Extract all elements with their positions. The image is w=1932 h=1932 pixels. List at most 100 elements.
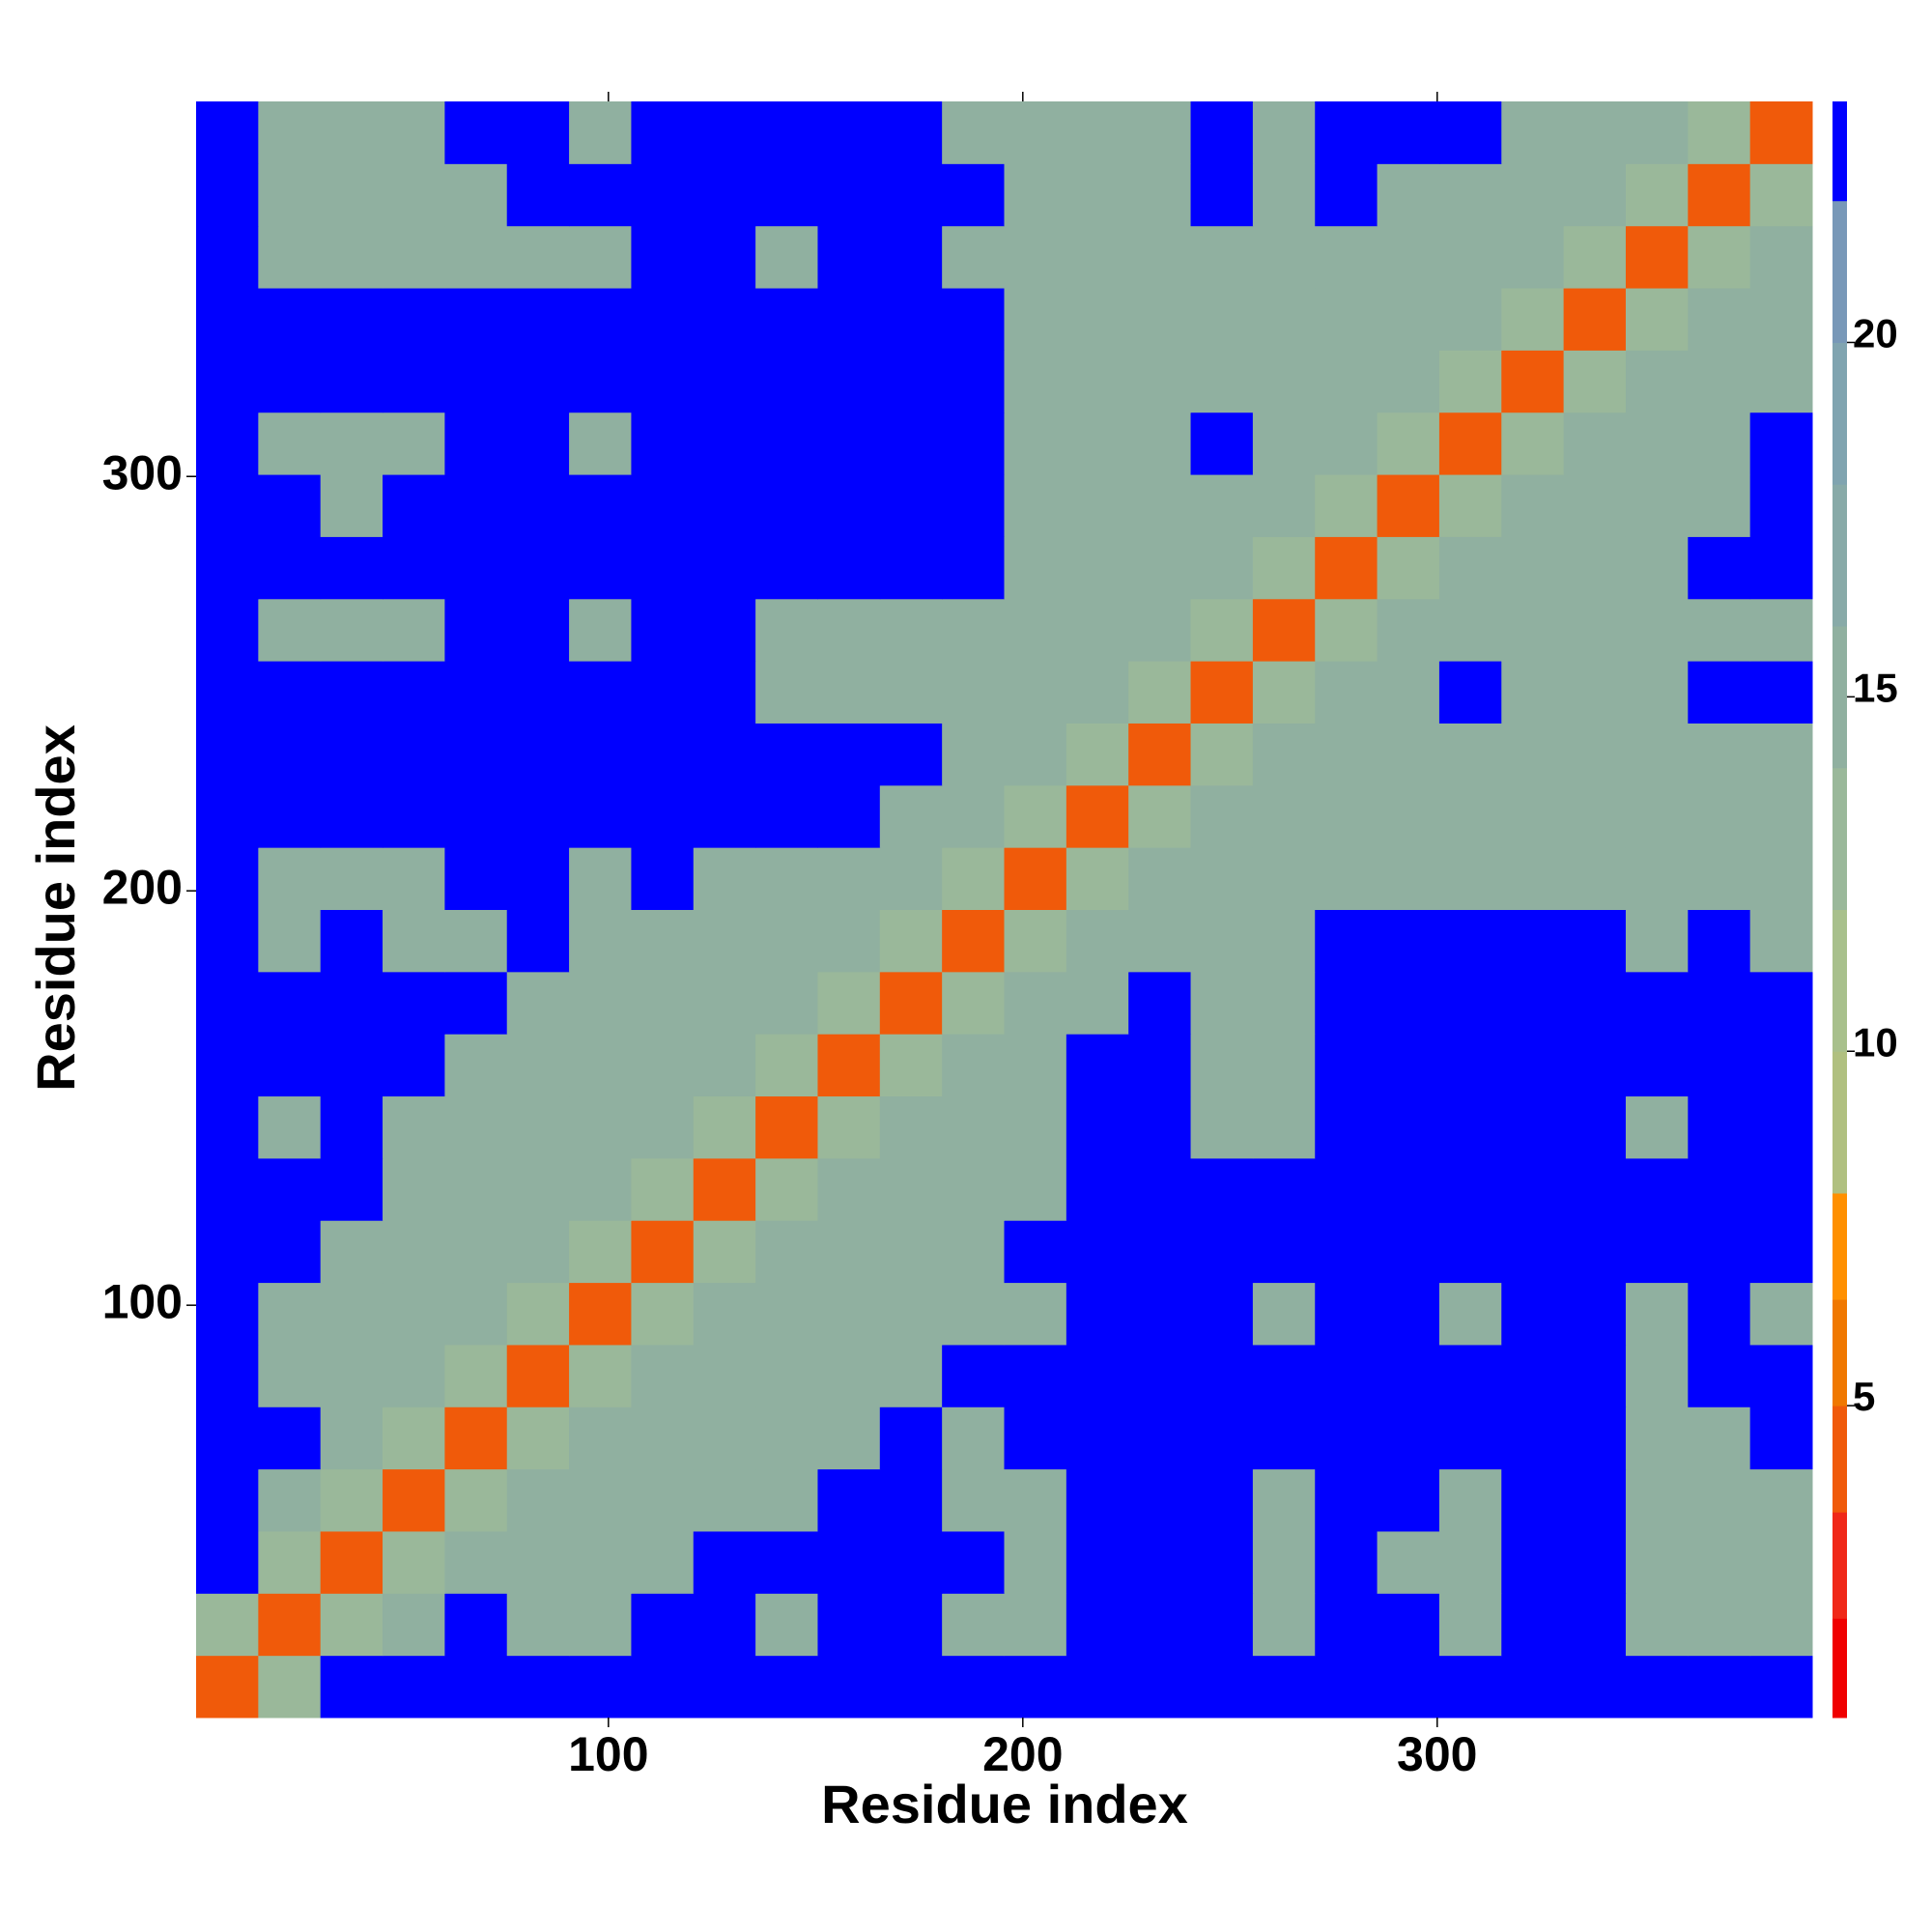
heat-cell	[942, 723, 1005, 786]
heat-cell	[631, 288, 695, 351]
heat-cell	[631, 1034, 695, 1097]
heat-cell	[258, 1095, 322, 1159]
heat-cell	[1377, 1344, 1440, 1407]
heat-cell	[506, 225, 570, 289]
heat-cell	[1252, 784, 1316, 848]
heat-cell	[1128, 412, 1192, 475]
heat-cell	[258, 101, 322, 164]
heat-cell	[1128, 474, 1192, 537]
heat-cell	[258, 225, 322, 289]
heat-cell	[755, 1282, 818, 1346]
heat-cell	[320, 1593, 384, 1657]
heat-cell	[1190, 909, 1254, 973]
x-tick-label: 300	[1397, 1727, 1477, 1781]
heat-cell	[1065, 163, 1129, 227]
heat-cell	[1128, 288, 1192, 351]
heat-cell	[569, 847, 632, 910]
heat-cell	[569, 1530, 632, 1594]
heat-cell	[1004, 474, 1067, 537]
heat-cell	[196, 847, 259, 910]
heat-cell	[444, 847, 508, 910]
heat-cell	[1252, 474, 1316, 537]
heat-cell	[755, 1034, 818, 1097]
heat-cell	[569, 288, 632, 351]
heat-cell	[1625, 723, 1689, 786]
heat-cell	[569, 1344, 632, 1407]
heat-cell	[1438, 288, 1502, 351]
heat-cell	[1625, 350, 1689, 413]
heat-cell	[506, 163, 570, 227]
heat-cell	[755, 350, 818, 413]
heat-cell	[879, 1344, 943, 1407]
heat-cell	[631, 1468, 695, 1532]
heat-cell	[320, 474, 384, 537]
heat-cell	[1501, 288, 1565, 351]
heat-cell	[1749, 1406, 1813, 1470]
heat-cell	[1252, 1468, 1316, 1532]
heat-cell	[1128, 1157, 1192, 1221]
heat-cell	[755, 971, 818, 1035]
heat-cell	[631, 909, 695, 973]
heat-cell	[1749, 225, 1813, 289]
heat-cell	[1128, 598, 1192, 662]
colorbar-tick-label: 10	[1853, 1019, 1898, 1065]
heat-cell	[1563, 1593, 1627, 1657]
heat-cell	[1749, 909, 1813, 973]
heat-cell	[631, 350, 695, 413]
heat-cell	[755, 1593, 818, 1657]
heat-cell	[1688, 1344, 1751, 1407]
heat-cell	[196, 1530, 259, 1594]
heat-cell	[258, 474, 322, 537]
heat-cell	[196, 350, 259, 413]
heat-cell	[1688, 1530, 1751, 1594]
heat-cell	[383, 909, 445, 973]
heat-cell	[1190, 101, 1254, 164]
heat-cell	[1688, 909, 1751, 973]
heat-cell	[506, 723, 570, 786]
heat-cell	[196, 1282, 259, 1346]
heat-cell	[383, 1282, 445, 1346]
heat-cell	[1438, 225, 1502, 289]
heat-cell	[942, 1034, 1005, 1097]
heat-cell	[320, 661, 384, 724]
heat-cell	[444, 1655, 508, 1719]
heat-cell	[1377, 101, 1440, 164]
heat-cell	[196, 598, 259, 662]
heat-cell	[817, 847, 881, 910]
heat-cell	[1065, 784, 1129, 848]
heat-cell	[506, 350, 570, 413]
heat-cell	[1065, 536, 1129, 600]
heat-cell	[1190, 1282, 1254, 1346]
heat-cell	[196, 1406, 259, 1470]
heat-cell	[1128, 1406, 1192, 1470]
heat-cell	[1315, 1344, 1378, 1407]
heat-cell	[506, 1095, 570, 1159]
heat-cell	[693, 723, 756, 786]
heat-cell	[942, 1095, 1005, 1159]
heat-cell	[444, 536, 508, 600]
heat-cell	[1252, 225, 1316, 289]
heat-cell	[1065, 598, 1129, 662]
heat-cell	[1625, 1468, 1689, 1532]
heat-cell	[196, 1655, 259, 1719]
heat-cell	[320, 163, 384, 227]
heat-cell	[817, 971, 881, 1035]
heat-cell	[1501, 1406, 1565, 1470]
heat-cell	[506, 1468, 570, 1532]
heat-cell	[817, 288, 881, 351]
heat-cell	[1065, 909, 1129, 973]
heat-cell	[1315, 1406, 1378, 1470]
heat-cell	[817, 101, 881, 164]
heat-cell	[1438, 1344, 1502, 1407]
heat-cell	[1190, 784, 1254, 848]
heat-cell	[383, 474, 445, 537]
heat-cell	[1563, 163, 1627, 227]
heat-cell	[1688, 1220, 1751, 1284]
heat-cell	[817, 1468, 881, 1532]
heat-cell	[258, 1530, 322, 1594]
heat-cell	[1065, 1157, 1129, 1221]
heat-cell	[1315, 723, 1378, 786]
heat-cell	[1252, 1157, 1316, 1221]
heat-cell	[1688, 474, 1751, 537]
heat-cell	[1625, 661, 1689, 724]
